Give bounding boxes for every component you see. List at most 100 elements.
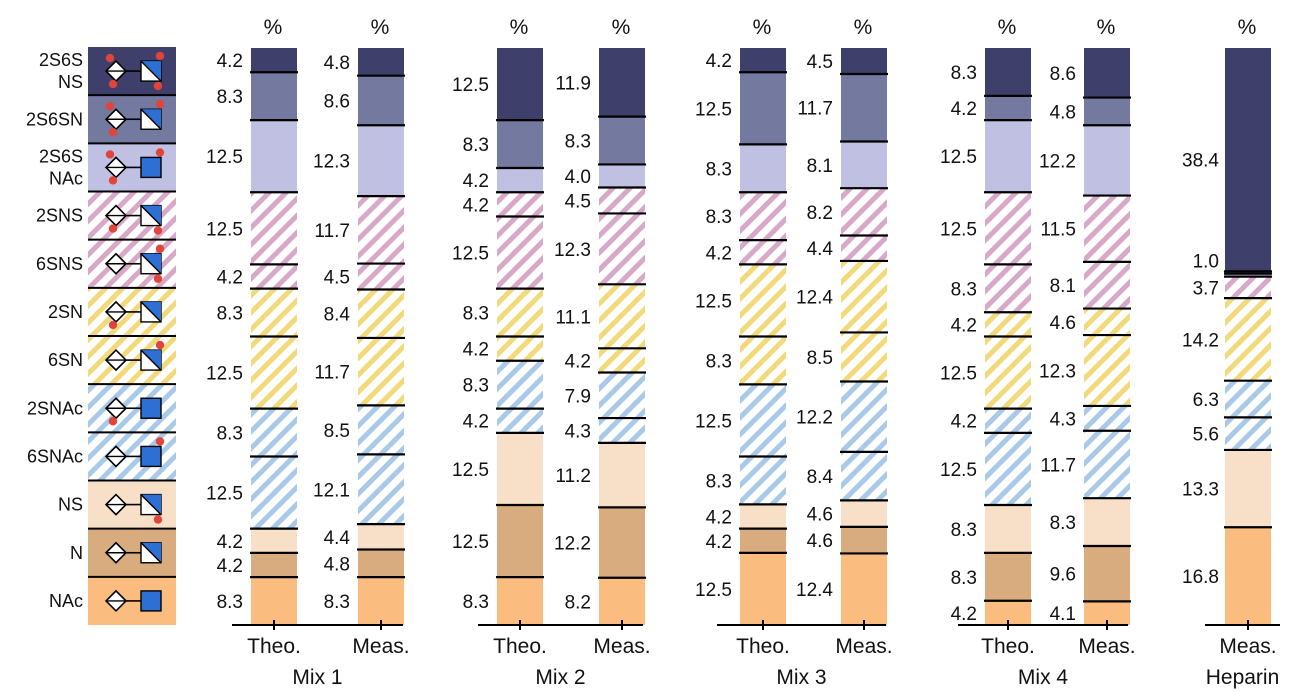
bar-segment-nac — [497, 577, 543, 625]
value-label: 4.2 — [951, 604, 977, 625]
legend-row-2s6sn: 2S6SN — [26, 94, 176, 144]
sulfate-dot-icon — [153, 81, 163, 91]
bar-segment-ns — [1084, 498, 1130, 547]
x-tick-label: Meas. — [835, 635, 892, 658]
x-tick-label: Theo. — [247, 635, 301, 658]
value-label: 4.5 — [807, 52, 833, 73]
bar-segment-2s6snac — [841, 141, 887, 189]
value-label: 4.2 — [706, 51, 732, 72]
sulfate-dot-icon — [105, 150, 115, 159]
value-label: 12.5 — [695, 99, 732, 120]
bar-segment-2sn — [358, 289, 404, 338]
sulfate-dot-icon — [155, 100, 165, 109]
bar-segment-2s6snac — [497, 168, 543, 193]
bar-segment-2s6snac — [1084, 125, 1130, 196]
bar-segment-6sns — [985, 264, 1031, 313]
bar-segment-2snac — [1084, 405, 1130, 431]
value-label: 12.5 — [206, 364, 243, 385]
legend-label: 2S6S — [39, 50, 83, 70]
value-label: 12.2 — [796, 408, 833, 429]
value-label: 4.6 — [807, 505, 833, 526]
bar-segment-6snac — [358, 454, 404, 525]
legend-row-6sn: 6SN — [48, 335, 176, 385]
legend-label: 2SN — [48, 302, 83, 322]
sulfate-dot-icon — [108, 224, 118, 233]
bar-segment-nac — [358, 577, 404, 625]
bar-segment-2sns — [1084, 195, 1130, 262]
value-label: 38.4 — [1182, 151, 1219, 172]
value-label: 12.3 — [1039, 362, 1076, 383]
square-icon — [140, 156, 162, 179]
bar-segment-ns — [740, 504, 786, 529]
legend-label: 6SNAc — [27, 446, 83, 466]
legend-label: 6SN — [48, 350, 83, 370]
sulfate-dot-icon — [153, 274, 163, 283]
bar-segment-2sn — [599, 284, 645, 349]
legend-label: 2SNAc — [27, 398, 83, 418]
value-label: 7.9 — [565, 386, 591, 407]
bar-segment-6sn — [497, 336, 543, 361]
bar-segment-2snac — [740, 384, 786, 457]
percent-label: % — [1238, 16, 1257, 39]
sulfate-dot-icon — [108, 417, 118, 426]
bar-segment-6sns — [599, 213, 645, 285]
bar-segment-n — [358, 549, 404, 578]
value-label: 4.1 — [1050, 604, 1076, 625]
bar-segment-n — [740, 528, 786, 553]
value-label: 4.2 — [565, 351, 591, 372]
bar-segment-2s6snac — [985, 120, 1031, 193]
value-label: 12.5 — [940, 364, 977, 385]
value-label: 8.2 — [565, 592, 591, 613]
bar-segment-2s6sn — [1225, 271, 1271, 274]
bar-segment-6snac — [841, 451, 887, 501]
bar-segment-2s6sn — [497, 120, 543, 169]
group-label: Mix 2 — [535, 666, 585, 689]
value-label: 12.5 — [695, 580, 732, 601]
sulfate-dot-icon — [105, 53, 115, 63]
bar-segment-2snac — [599, 372, 645, 419]
group-label: Heparin — [1206, 666, 1280, 689]
bar-segment-6sn — [599, 348, 645, 373]
bar-segment-n — [1084, 546, 1130, 602]
value-label: 12.3 — [313, 152, 350, 173]
value-label: 11.1 — [555, 307, 591, 328]
bar-segment-6sns — [740, 240, 786, 265]
bar-segment-ns — [985, 504, 1031, 553]
bar-segment-2sns — [599, 187, 645, 214]
bar-segment-ns — [841, 500, 887, 527]
value-label: 12.5 — [695, 291, 732, 312]
legend-label: 2SNS — [36, 206, 83, 226]
legend-row-nac: NAc — [49, 575, 176, 625]
value-label: 12.5 — [206, 147, 243, 168]
value-label: 8.3 — [951, 63, 977, 84]
value-label: 11.7 — [314, 221, 350, 242]
legend-label: NS — [58, 72, 83, 92]
legend-row-6snac: 6SNAc — [27, 431, 176, 481]
group-mix-1: % 4.2 8.3 12.5 12.5 4.2 8.3 12.5 8.3 12.5 4.2 4.2 8.… — [206, 16, 410, 689]
sulfate-dot-icon — [108, 176, 118, 185]
bar-segment-6snac — [1225, 417, 1271, 450]
sulfate-dot-icon — [108, 128, 118, 137]
bar-segment-2s6snac — [599, 164, 645, 188]
square-icon — [140, 590, 162, 612]
bar-segment-6sns — [358, 263, 404, 290]
bar-segment-2sns — [841, 188, 887, 236]
value-label: 4.5 — [565, 191, 591, 212]
bar-segment-2sns — [985, 192, 1031, 265]
bar-segment-2s6sn — [841, 73, 887, 142]
bar-segment-2s6sns — [1084, 48, 1130, 98]
value-label: 12.5 — [940, 147, 977, 168]
square-diagonal — [140, 542, 162, 564]
value-label: 6.3 — [1193, 390, 1219, 411]
bar-segment-n — [497, 504, 543, 578]
bars-area: % 4.2 8.3 12.5 12.5 4.2 8.3 12.5 8.3 12.5 4.2 4.2 8.… — [206, 16, 1280, 689]
square-diagonal — [140, 349, 162, 371]
value-label: 4.2 — [951, 99, 977, 120]
value-label: 11.2 — [555, 466, 591, 487]
bar-segment-nac — [1225, 527, 1271, 625]
value-label: 8.5 — [807, 348, 833, 369]
value-label: 12.1 — [313, 480, 350, 501]
bar-segment-2s6snac — [251, 120, 297, 193]
bar-segment-6sn — [740, 336, 786, 385]
value-label: 8.3 — [463, 376, 489, 397]
